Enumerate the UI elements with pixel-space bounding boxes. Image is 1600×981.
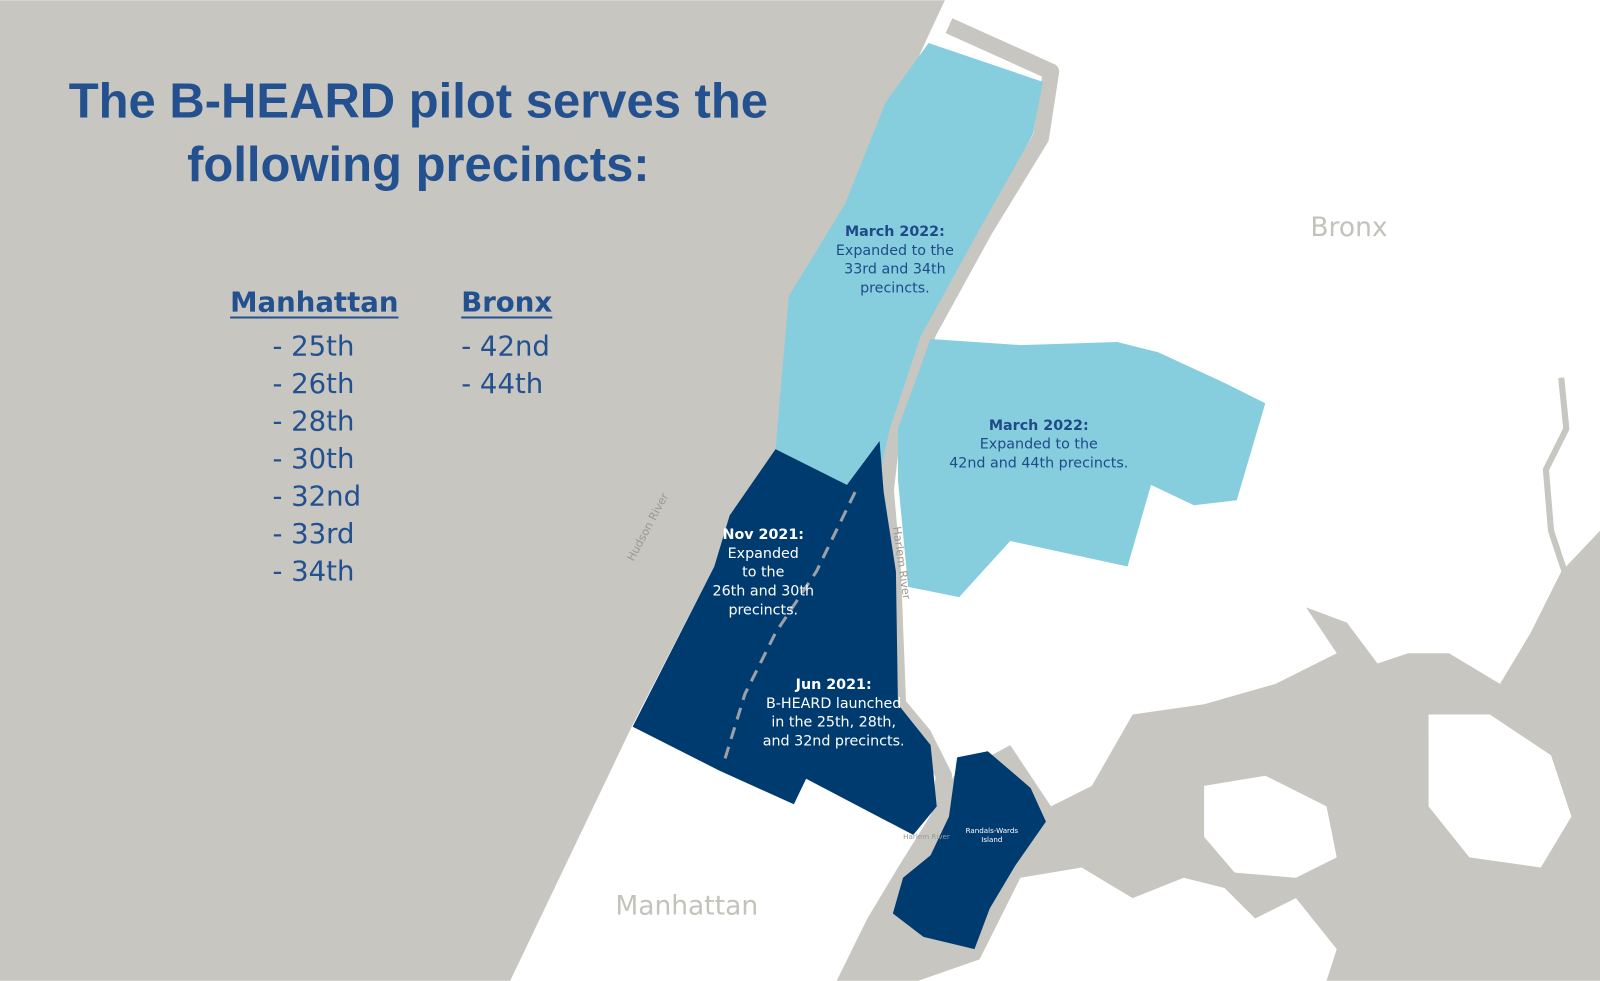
annotation-line: to the — [742, 565, 784, 581]
precinct-boundary — [723, 491, 857, 761]
creek — [1542, 377, 1575, 654]
annotation-line: Expanded — [728, 546, 799, 562]
annotation-line: 26th and 30th — [713, 584, 814, 600]
place-label: Harlem River — [903, 832, 950, 841]
precincts-25-26-28-30-32 — [632, 441, 937, 835]
harlem-river — [877, 18, 1060, 861]
annotation-date: March 2022: — [845, 224, 945, 240]
list-item: - 44th — [461, 368, 543, 400]
randalls-wards-island — [892, 751, 1046, 950]
place-label: Randals-Wards — [966, 826, 1019, 835]
precinct-lists: Manhattan - 25th - 26th - 28th - 30th - 32nd -… — [230, 286, 553, 588]
annotations: March 2022: Expanded to the 33rd and 34th p… — [713, 224, 1129, 750]
list-item: - 25th — [272, 330, 354, 362]
place-label: Bronx — [1310, 212, 1387, 243]
list-item: - 32nd — [272, 481, 361, 513]
island-land — [1428, 714, 1572, 868]
annotation-line: 33rd and 34th — [844, 262, 946, 278]
annotation-line: Expanded to the — [836, 243, 954, 259]
list-item: - 26th — [272, 368, 354, 400]
annotation-line: Expanded to the — [980, 437, 1098, 453]
title: The B-HEARD pilot serves the — [69, 75, 768, 129]
annotation-line: and 32nd precincts. — [763, 734, 905, 750]
list-item: - 30th — [272, 443, 354, 475]
annotation-date: Nov 2021: — [723, 527, 804, 543]
annotation-line: B-HEARD launched — [766, 696, 901, 712]
annotation-line: in the 25th, 28th, — [771, 715, 896, 731]
annotation-line: 42nd and 44th precincts. — [949, 456, 1128, 472]
precincts-42-44 — [897, 338, 1266, 598]
annotation-line: precincts. — [860, 281, 930, 297]
title: following precincts: — [187, 138, 650, 192]
east-river — [836, 530, 1600, 981]
list-item: - 33rd — [272, 518, 354, 550]
list-heading: Bronx — [461, 286, 552, 318]
list-item: - 42nd — [461, 330, 550, 362]
annotation-line: precincts. — [728, 602, 798, 618]
hudson-river — [0, 0, 945, 981]
place-label: Island — [981, 835, 1002, 844]
precincts-33-34 — [775, 43, 1043, 485]
place-label: Manhattan — [615, 890, 758, 921]
list-heading: Manhattan — [230, 286, 398, 318]
list-item: - 34th — [272, 556, 354, 588]
island-land — [1204, 775, 1337, 878]
annotation-date: March 2022: — [989, 418, 1089, 434]
list-item: - 28th — [272, 405, 354, 437]
annotation-date: Jun 2021: — [795, 677, 872, 693]
